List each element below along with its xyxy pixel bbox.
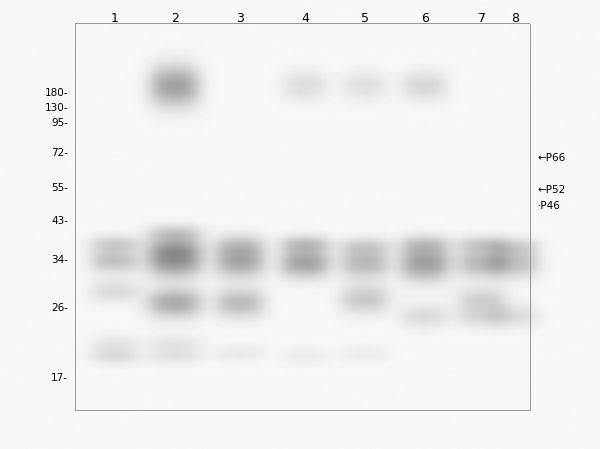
Text: 5: 5	[361, 12, 369, 25]
Text: 17-: 17-	[51, 373, 68, 383]
Text: 180-: 180-	[44, 88, 68, 98]
Text: 6: 6	[421, 12, 429, 25]
Text: 34-: 34-	[51, 255, 68, 265]
Text: 26-: 26-	[51, 303, 68, 313]
Text: 95-: 95-	[51, 118, 68, 128]
Text: 130-: 130-	[44, 103, 68, 113]
Text: 43-: 43-	[51, 216, 68, 226]
Text: 2: 2	[171, 12, 179, 25]
Text: 8: 8	[511, 12, 519, 25]
Text: 4: 4	[301, 12, 309, 25]
Text: 1: 1	[111, 12, 119, 25]
Text: ·P46: ·P46	[538, 201, 561, 211]
Text: 55-: 55-	[51, 183, 68, 193]
Text: 72-: 72-	[51, 148, 68, 158]
Text: ←P66: ←P66	[538, 153, 566, 163]
Text: 3: 3	[236, 12, 244, 25]
Text: 7: 7	[478, 12, 486, 25]
Text: ←P52: ←P52	[538, 185, 566, 195]
